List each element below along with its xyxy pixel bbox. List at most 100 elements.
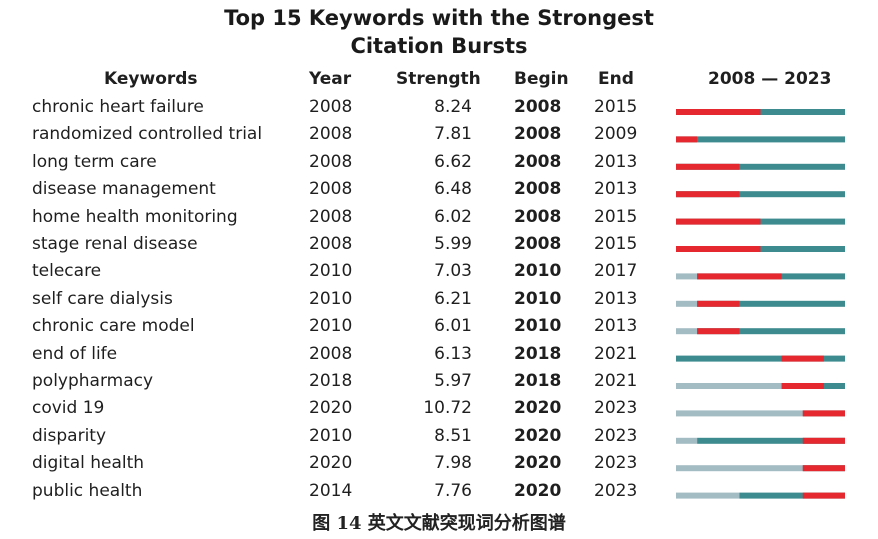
end-cell: 2013 [594,179,638,200]
begin-cell: 2008 [514,206,562,227]
keyword-cell: disparity [32,425,107,446]
begin-cell: 2020 [514,425,562,446]
header-year: Year [309,69,352,89]
end-cell: 2015 [594,97,638,117]
strength-cell: 7.76 [434,480,472,501]
bar-burst-segment [676,246,761,252]
end-cell: 2023 [594,425,638,446]
figure-caption: 图 14 英文文献突现词分析图谱 [312,513,566,534]
strength-cell: 6.01 [434,316,472,337]
bar-active-segment [676,136,845,143]
bar-burst-segment [697,300,740,307]
keyword-cell: chronic care model [32,316,195,337]
keyword-cell: disease management [32,179,216,200]
bar-burst-segment [676,109,761,115]
end-cell: 2015 [594,206,638,227]
header-keywords: Keywords [104,69,198,89]
chart-title-line-1: Top 15 Keywords with the Strongest [224,6,654,30]
year-cell: 2020 [309,398,353,419]
bar-burst-segment [697,328,740,335]
keyword-cell: digital health [32,453,145,474]
year-cell: 2008 [309,97,353,117]
strength-cell: 5.97 [434,371,472,391]
bar-inactive-segment [676,383,782,389]
bar-burst-segment [676,218,761,225]
begin-cell: 2020 [514,398,562,419]
bar-active-segment [676,163,845,170]
strength-cell: 6.62 [434,151,472,172]
bar-active-segment [697,300,845,307]
end-cell: 2013 [594,151,638,172]
end-cell: 2015 [594,234,638,254]
end-cell: 2013 [594,316,638,337]
begin-cell: 2008 [514,97,562,117]
keyword-cell: chronic heart failure [32,97,204,117]
begin-cell: 2018 [514,343,562,364]
bar-burst-segment [676,191,740,198]
strength-cell: 8.51 [434,425,472,446]
begin-cell: 2008 [514,151,562,172]
end-cell: 2013 [594,288,638,309]
begin-cell: 2008 [514,179,562,200]
bar-burst-segment [802,410,845,417]
begin-cell: 2010 [514,316,562,337]
keyword-cell: long term care [32,151,157,172]
bar-burst-segment [676,163,740,170]
strength-cell: 6.48 [434,179,472,200]
end-cell: 2023 [594,480,638,501]
bar-burst-segment [697,273,782,280]
year-cell: 2008 [309,124,353,145]
strength-cell: 7.81 [434,124,472,145]
year-cell: 2008 [309,343,353,364]
bar-burst-segment [676,136,698,143]
begin-cell: 2008 [514,124,562,145]
year-cell: 2010 [309,425,353,446]
chart-title: Top 15 Keywords with the Strongest Citat… [0,4,878,60]
header-begin: Begin [514,69,569,89]
bar-inactive-segment [676,437,698,444]
keyword-cell: end of life [32,343,118,364]
bar-burst-segment [802,492,845,499]
end-cell: 2021 [594,371,638,391]
begin-cell: 2010 [514,261,562,282]
strength-cell: 10.72 [423,398,472,419]
strength-cell: 6.02 [434,206,472,227]
end-cell: 2023 [594,453,638,474]
keyword-cell: stage renal disease [32,234,198,254]
year-cell: 2008 [309,151,353,172]
strength-cell: 7.03 [434,261,472,282]
bar-burst-segment [781,383,824,389]
begin-cell: 2008 [514,234,562,254]
year-cell: 2008 [309,234,353,254]
bar-burst-segment [802,437,845,444]
end-cell: 2023 [594,398,638,419]
header-strength: Strength [396,69,481,89]
year-cell: 2010 [309,288,353,309]
chart-title-line-2: Citation Bursts [350,34,528,58]
end-cell: 2009 [594,124,638,145]
bar-active-segment [697,437,845,444]
year-cell: 2008 [309,179,353,200]
bar-inactive-segment [676,300,698,307]
end-cell: 2021 [594,343,638,364]
bar-inactive-segment [676,465,803,472]
strength-cell: 6.21 [434,288,472,309]
year-cell: 2014 [309,480,353,501]
bar-inactive-segment [676,328,698,335]
year-cell: 2010 [309,316,353,337]
end-cell: 2017 [594,261,638,282]
keyword-cell: telecare [32,261,102,282]
strength-cell: 5.99 [434,234,472,254]
header-range: 2008 — 2023 [708,69,832,89]
begin-cell: 2020 [514,453,562,474]
bar-active-segment [739,492,845,499]
keyword-cell: home health monitoring [32,206,238,227]
keyword-cell: randomized controlled trial [32,124,263,145]
keyword-cell: public health [32,480,143,501]
bar-active-segment [676,355,845,362]
bar-inactive-segment [676,273,698,280]
year-cell: 2020 [309,453,353,474]
keyword-cell: polypharmacy [32,371,154,391]
bar-burst-segment [781,355,824,362]
